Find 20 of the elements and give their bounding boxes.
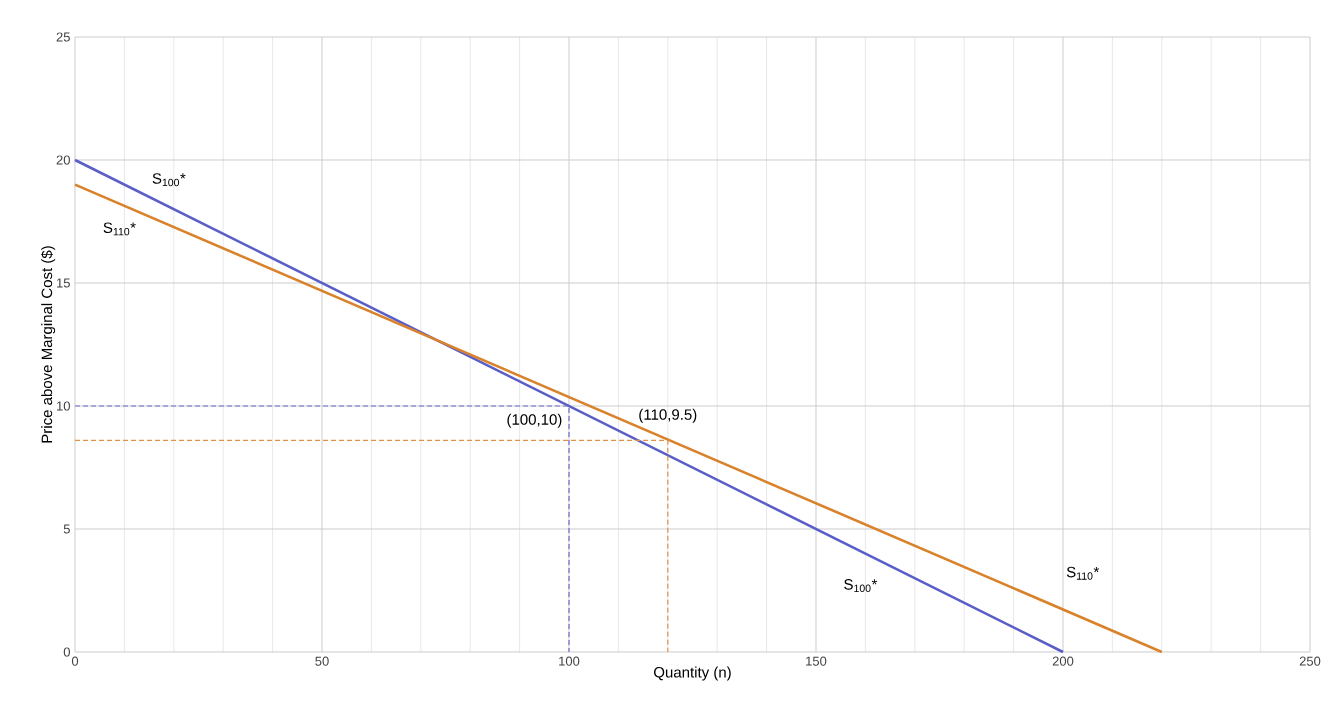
annotation: (110,9.5)	[639, 408, 697, 423]
x-tick-label: 250	[1299, 656, 1321, 666]
x-tick-label: 0	[71, 656, 79, 666]
annotation: S$_{110}$*	[103, 222, 136, 236]
y-tick-label: 10	[57, 401, 70, 411]
y-axis-title: Price above Marginal Cost ($)	[40, 246, 56, 443]
x-tick-label: 200	[1052, 656, 1074, 666]
annotation: (100,10)	[507, 413, 562, 428]
y-tick-label: 5	[63, 524, 70, 534]
y-tick-label: 15	[57, 278, 70, 288]
x-tick-label: 100	[559, 656, 580, 666]
x-tick-label: 50	[315, 656, 329, 666]
x-tick-label: 150	[806, 656, 827, 666]
x-axis-title: Quantity (n)	[654, 666, 731, 681]
y-tick-label: 0	[63, 647, 70, 657]
annotation: S$_{110}$*	[1066, 566, 1100, 580]
annotation: S$_{100}$*	[844, 579, 878, 593]
y-tick-label: 25	[56, 32, 70, 42]
y-tick-label: 20	[56, 155, 70, 165]
annotation: S$_{100}$*	[152, 173, 186, 187]
